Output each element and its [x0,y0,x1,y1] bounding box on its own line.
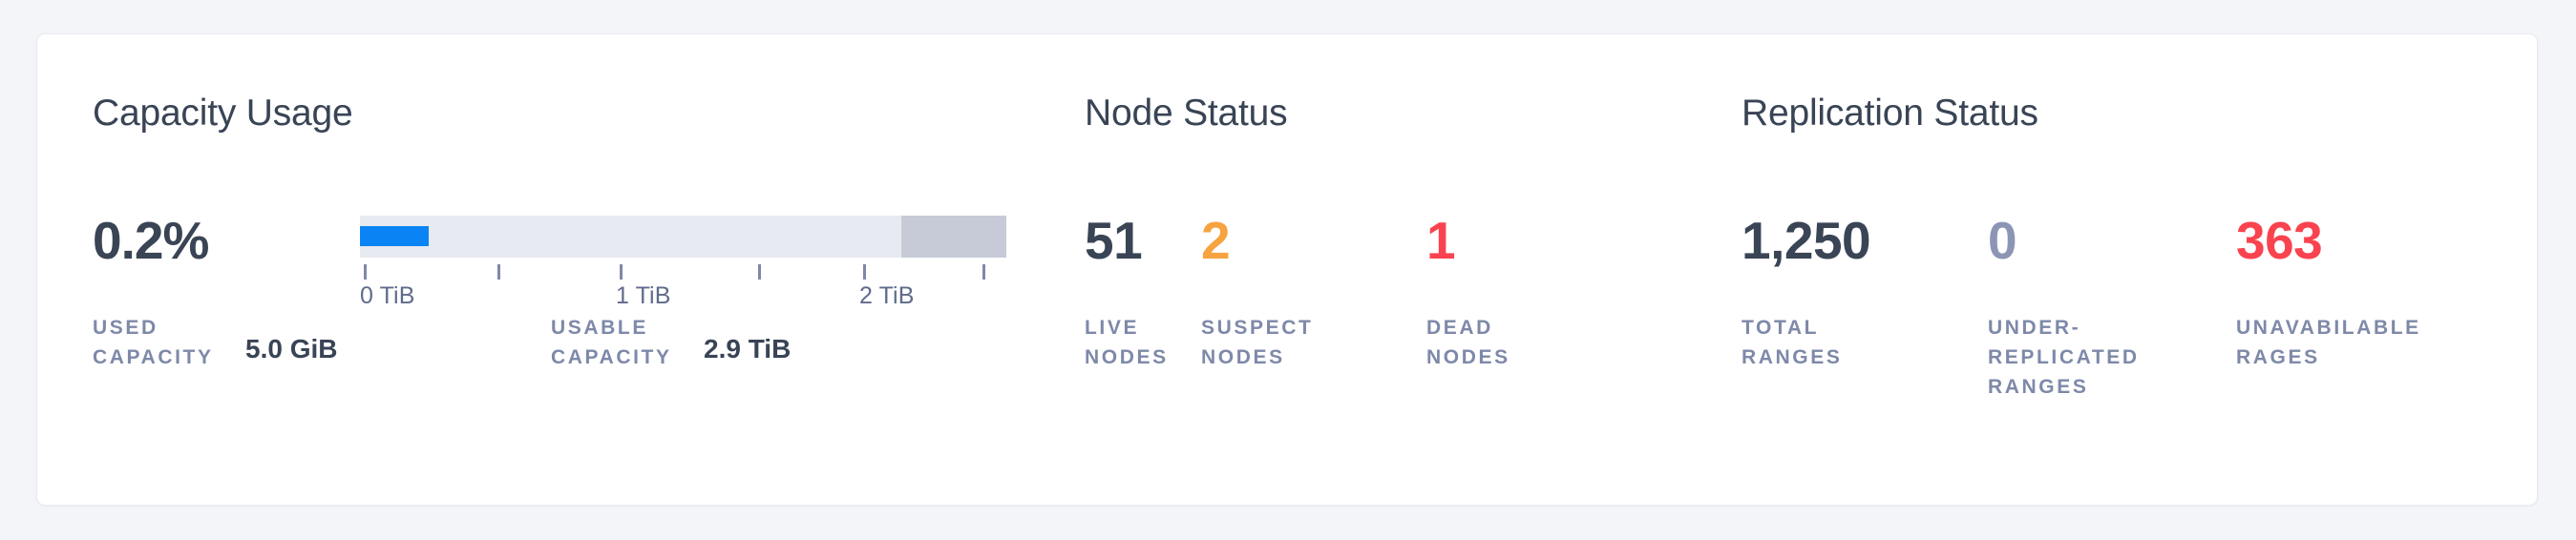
axis-label-0: 0 TiB [360,282,415,309]
capacity-bar-group: 0 TiB 1 TiB 2 TiB [360,216,1006,318]
axis-tick-5 [982,264,985,280]
axis-label-1: 1 TiB [616,282,671,309]
suspect-nodes-label: Suspect Nodes [1201,317,1314,368]
capacity-bar-reserved-segment [901,216,1006,258]
suspect-nodes-value: 2 [1201,211,1231,270]
section-replication-status: Replication Status 1,250 Total Ranges 0 … [1742,34,2505,505]
under-replicated-ranges-value: 0 [1988,211,2017,270]
live-nodes-value: 51 [1085,211,1143,270]
capacity-usage-title: Capacity Usage [93,93,353,134]
axis-tick-4 [863,264,866,280]
replication-status-title: Replication Status [1742,93,2038,134]
axis-tick-0 [364,264,367,280]
capacity-percent-value: 0.2% [93,211,209,270]
capacity-usage-row: 0.2% 0 TiB 1 TiB 2 TiB [93,212,1066,317]
section-node-status: Node Status 51 Live Nodes 2 Suspect Node… [1085,34,1696,505]
used-capacity-value: 5.0 GiB [245,334,338,363]
axis-tick-2 [620,264,623,280]
capacity-bar-axis: 0 TiB 1 TiB 2 TiB [360,264,1006,318]
unavailable-ranges-label: Unavabilable Rages [2236,317,2421,368]
usable-capacity-value: 2.9 TiB [704,334,792,363]
usable-capacity-label: Usable Capacity [551,317,672,368]
axis-label-2: 2 TiB [859,282,915,309]
node-status-title: Node Status [1085,93,1288,134]
live-nodes-label: Live Nodes [1085,317,1169,368]
axis-tick-1 [497,264,500,280]
unavailable-ranges-value: 363 [2236,211,2323,270]
dead-nodes-label: Dead Nodes [1426,317,1510,368]
under-replicated-ranges-label: Under-Replicated Ranges [1988,317,2140,398]
cluster-summary-card: Capacity Usage 0.2% 0 TiB 1 TiB 2 [36,33,2538,506]
total-ranges-label: Total Ranges [1742,317,1843,368]
capacity-bar-used-fill [360,226,429,246]
total-ranges-value: 1,250 [1742,211,1871,270]
used-capacity-label: Used Capacity [93,317,214,368]
capacity-bar-track [360,216,1006,258]
section-capacity-usage: Capacity Usage 0.2% 0 TiB 1 TiB 2 [93,34,1066,505]
dead-nodes-value: 1 [1426,211,1456,270]
axis-tick-3 [758,264,761,280]
